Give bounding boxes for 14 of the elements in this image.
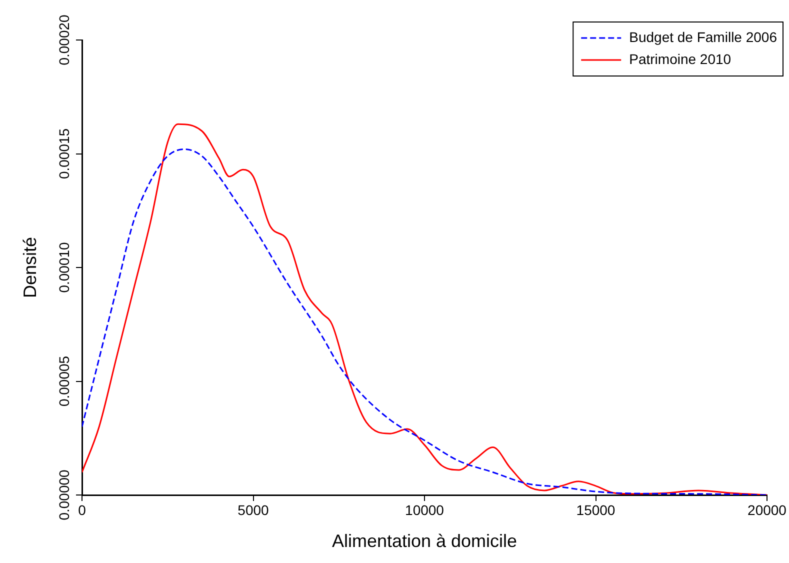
x-tick-label: 10000 [405, 502, 444, 518]
y-tick-label: 0.00010 [56, 242, 72, 293]
y-axis-title: Densité [20, 236, 40, 298]
x-tick-label: 0 [78, 502, 86, 518]
y-tick-label: 0.00000 [56, 469, 72, 520]
y-tick-label: 0.00015 [56, 128, 72, 180]
x-tick-label: 20000 [748, 502, 787, 518]
y-tick-label: 0.00020 [56, 14, 72, 66]
legend-label: Patrimoine 2010 [629, 50, 732, 67]
legend-label: Budget de Famille 2006 [629, 28, 778, 45]
x-tick-label: 5000 [238, 502, 270, 518]
x-tick-label: 15000 [576, 502, 616, 518]
y-tick-label: 0.00005 [56, 356, 72, 407]
x-axis-title: Alimentation à domicile [332, 531, 518, 552]
